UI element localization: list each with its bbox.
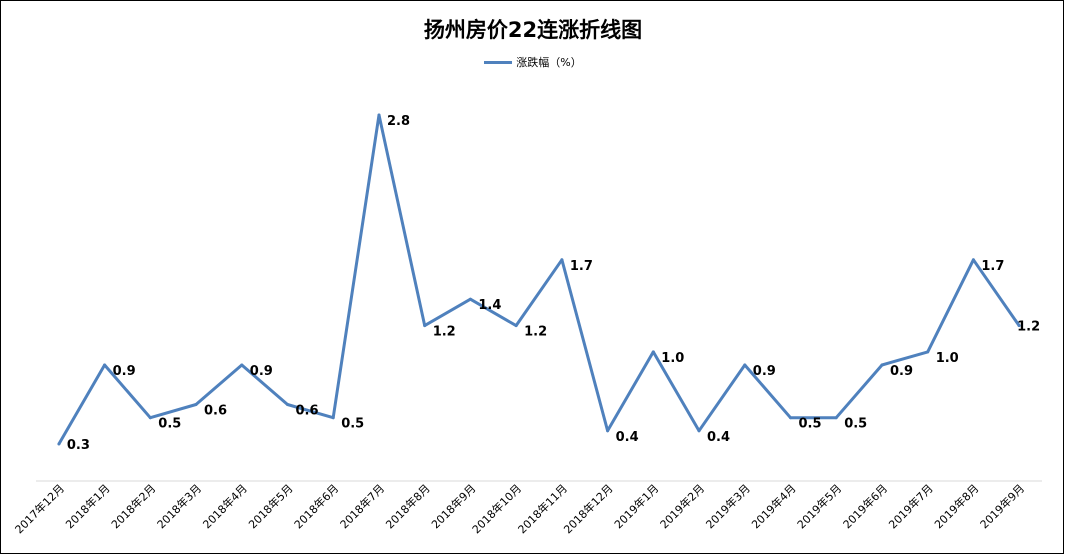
data-label: 0.3 — [67, 438, 90, 453]
data-point — [971, 258, 975, 262]
data-label: 0.5 — [799, 417, 822, 432]
data-label: 1.0 — [661, 351, 684, 366]
series-layer — [57, 113, 1021, 446]
data-point — [194, 403, 198, 406]
data-label: 0.5 — [844, 417, 867, 432]
x-tick-label: 2018年6月 — [291, 481, 341, 531]
data-label: 0.6 — [204, 404, 227, 419]
data-point — [331, 416, 335, 420]
x-tick-label: 2018年4月 — [200, 481, 250, 531]
x-tick-label: 2018年5月 — [245, 481, 295, 531]
data-label: 1.4 — [478, 298, 501, 313]
x-tick-label: 2018年7月 — [337, 481, 387, 531]
data-point — [240, 363, 244, 367]
data-point — [103, 363, 107, 367]
data-label: 0.5 — [341, 417, 364, 432]
data-label: 1.7 — [570, 259, 593, 274]
data-point — [423, 324, 427, 328]
x-tick-label: 2019年2月 — [657, 481, 707, 531]
x-tick-label: 2018年12月 — [561, 481, 616, 536]
x-tick-label: 2017年12月 — [12, 481, 67, 536]
x-tick-label: 2018年1月 — [63, 481, 113, 531]
data-point — [697, 429, 701, 433]
x-tick-labels: 2017年12月2018年1月2018年2月2018年3月2018年4月2018… — [12, 481, 1027, 536]
series-line — [57, 113, 1021, 445]
x-tick-label: 2018年9月 — [428, 481, 478, 531]
legend-swatch — [484, 60, 513, 64]
data-label: 1.7 — [981, 259, 1004, 274]
data-point — [743, 363, 747, 367]
x-tick-label: 2018年8月 — [383, 481, 433, 531]
data-point — [514, 324, 518, 328]
data-point — [834, 416, 838, 420]
x-tick-label: 2019年6月 — [840, 481, 890, 531]
data-label: 0.9 — [113, 364, 136, 379]
x-tick-label: 2019年9月 — [977, 481, 1027, 531]
data-point — [57, 442, 61, 446]
data-point — [1017, 324, 1021, 328]
data-point — [468, 297, 472, 301]
x-tick-label: 2019年8月 — [931, 481, 981, 531]
data-point — [286, 403, 289, 406]
data-label: 0.4 — [616, 430, 639, 445]
x-tick-label: 2019年1月 — [611, 481, 661, 531]
data-label: 2.8 — [387, 114, 410, 129]
data-label: 0.4 — [707, 430, 730, 445]
data-point — [148, 416, 152, 420]
data-label: 0.9 — [753, 364, 776, 379]
x-tick-label: 2019年7月 — [886, 481, 936, 531]
data-label: 1.0 — [936, 351, 959, 366]
data-label: 1.2 — [1017, 320, 1040, 335]
data-point — [606, 429, 610, 433]
chart-title: 扬州房价22连涨折线图 — [423, 18, 643, 42]
chart-legend: 涨跌幅（%） — [0, 54, 1066, 70]
x-tick-label: 2018年2月 — [108, 481, 158, 531]
data-label: 0.5 — [158, 417, 181, 432]
data-label: 0.6 — [296, 404, 319, 419]
data-label: 0.9 — [250, 364, 273, 379]
data-point — [560, 258, 564, 262]
data-point — [926, 350, 930, 354]
x-tick-label: 2019年4月 — [748, 481, 798, 531]
data-point — [789, 416, 792, 420]
data-label: 1.2 — [524, 325, 547, 340]
x-tick-label: 2019年3月 — [703, 481, 753, 531]
data-point — [651, 350, 655, 354]
data-label: 0.9 — [890, 364, 913, 379]
data-point — [377, 113, 381, 117]
legend-label: 涨跌幅（%） — [516, 56, 582, 69]
x-tick-label: 2018年3月 — [154, 481, 204, 531]
x-tick-label: 2019年5月 — [794, 481, 844, 531]
data-labels: 0.3 0.9 0.5 0.6 0.9 0.6 0.5 2.8 1.2 1.4 1.2 1.7 0.4 1… — [67, 114, 1040, 453]
data-point — [880, 363, 884, 367]
data-label: 1.2 — [433, 325, 456, 340]
